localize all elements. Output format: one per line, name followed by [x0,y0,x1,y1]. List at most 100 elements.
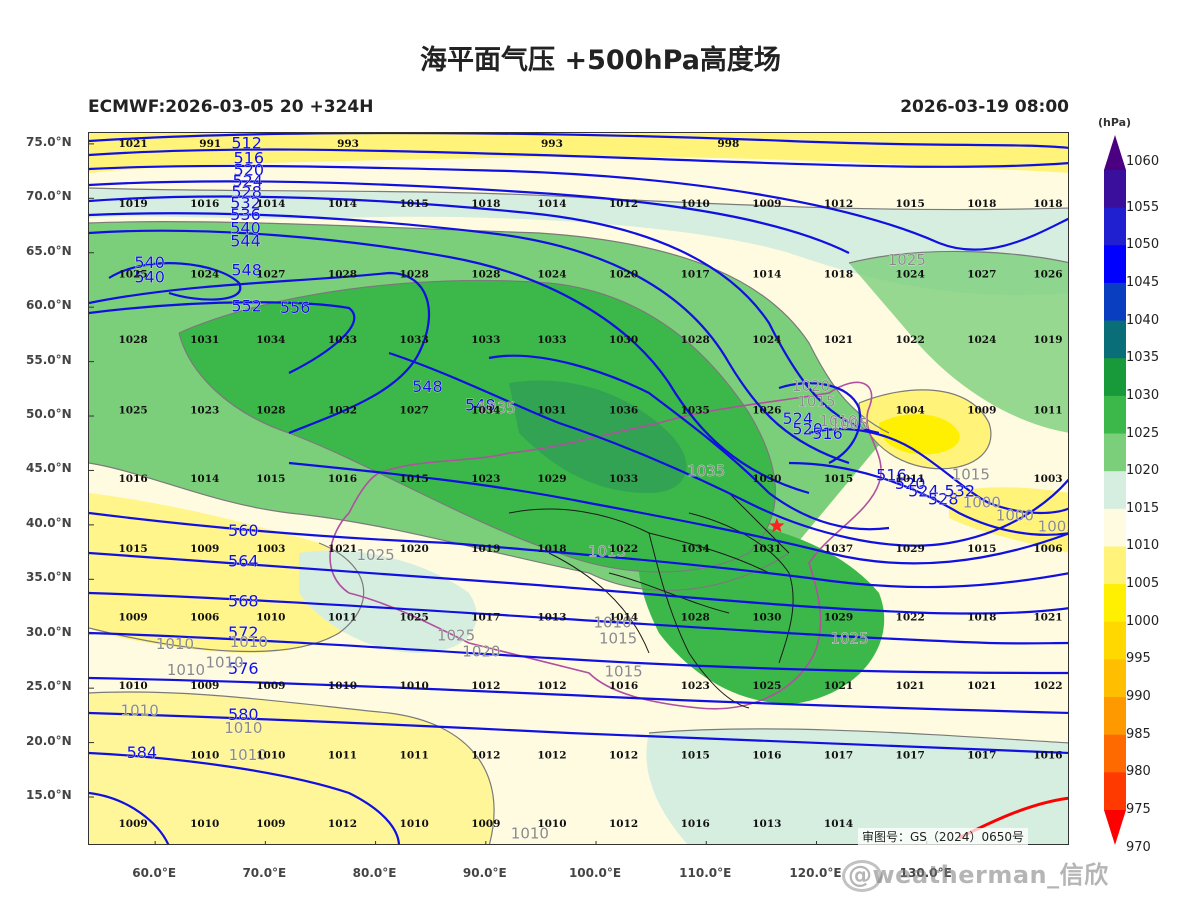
pressure-grid-value: 1014 [609,611,638,623]
height-contour-label: 568 [228,592,259,611]
colorbar-level-label: 980 [1126,764,1151,780]
height-contour-label: 520 [234,161,265,180]
isobar-label: 1010 [511,825,549,843]
colorbar-segment [1104,546,1126,585]
height-contour-label: 516 [876,465,907,484]
lat-tick-label: 25.0°N [26,679,72,694]
pressure-grid-value: 993 [541,138,563,150]
pressure-grid-value: 1029 [824,611,853,623]
colorbar-level-label: 1025 [1126,425,1160,441]
colorbar-segment [1104,584,1126,623]
lat-tick-label: 30.0°N [26,624,72,639]
height-contour-label: 536 [230,205,261,224]
pressure-grid-value: 1011 [328,750,357,762]
pressure-grid-value: 1025 [400,611,429,623]
map-review-number: 审图号：GS（2024）0650号 [858,828,1028,845]
pressure-grid-value: 1012 [471,680,500,692]
lon-tick-label: 100.0°E [568,866,622,880]
colorbar-level-label: 975 [1126,802,1151,817]
height-contour-label: 548 [465,396,496,415]
pressure-grid-value: 1014 [824,818,853,830]
colorbar-segment [1104,245,1126,284]
pressure-grid-value: 1034 [256,334,285,346]
isobar-label: 1000 [963,494,1001,512]
pressure-grid-value: 1015 [681,750,710,762]
colorbar-level-label: 1020 [1126,463,1160,479]
pressure-grid-value: 1022 [1033,680,1062,692]
pressure-grid-value: 1020 [400,543,429,555]
colorbar-level-label: 1060 [1126,154,1160,169]
pressure-grid-value: 1032 [328,405,357,417]
pressure-grid-value: 1009 [118,818,147,830]
pressure-grid-value: 1012 [609,198,638,210]
pressure-grid-value: 1012 [824,198,853,210]
pressure-grid-value: 1021 [328,543,357,555]
pressure-grid-value: 1033 [537,334,566,346]
pressure-grid-value: 1021 [1033,611,1062,623]
pressure-grid-value: 1017 [681,269,710,281]
lon-tick-label: 60.0°E [132,866,177,880]
colorbar-level-label: 1015 [1126,500,1160,516]
pressure-grid-value: 1010 [190,750,219,762]
lon-tick-label: 90.0°E [462,866,507,880]
chart-title: 海平面气压 +500hPa高度场 [420,45,781,76]
weather-map: 512 516 520 524 528 532 536 540 544 548 540 540 552 5… [88,132,1069,845]
fill-1025-region [179,280,776,572]
isobar-label: 1010 [229,746,267,764]
colorbar-level-label: 1030 [1126,387,1160,403]
pressure-grid-value: 1018 [967,198,996,210]
isobar-label: 1015 [604,662,642,680]
pressure-grid-value: 1017 [896,750,925,762]
watermark-text: @weatherman_信欣 [848,861,1109,889]
pressure-grid-value: 1025 [118,405,147,417]
pressure-grid-value: 1024 [752,334,781,346]
lon-tick-label: 70.0°E [242,866,287,880]
isobar-label: 1035 [687,462,725,480]
lat-tick-label: 15.0°N [26,788,72,802]
colorbar-unit: (hPa) [1098,116,1132,129]
fill-1025-south [638,513,885,704]
pressure-grid-value: 1009 [256,818,285,830]
pressure-grid-value: 1009 [471,818,500,830]
pressure-grid-value: 1011 [400,750,429,762]
colorbar-level-label: 1010 [1126,538,1160,554]
pressure-grid-value: 1010 [537,818,566,830]
lat-tick-label: 20.0°N [26,733,72,748]
colorbar-level-label: 1040 [1126,312,1160,328]
pressure-grid-value: 1010 [118,680,147,692]
valid-time: 2026-03-19 08:00 [900,97,1069,117]
pressure-grid-value: 998 [717,138,739,150]
isobar-label: 1000 [996,507,1034,525]
fill-1020-ne [849,251,1068,433]
pressure-grid-value: 1027 [967,269,996,281]
height-contour-label: 516 [812,424,843,443]
pressure-grid-value: 1015 [967,543,996,555]
pressure-grid-value: 1010 [256,611,285,623]
pressure-grid-value: 1006 [1033,543,1062,555]
colorbar-level-label: 990 [1126,689,1151,705]
pressure-grid-value: 1009 [118,611,147,623]
colorbar-level-label: 1000 [1126,613,1160,629]
height-contour-label: 540 [134,267,165,286]
isobar-label: 1025 [437,626,475,644]
colorbar-segment [1104,433,1126,472]
pressure-grid-value: 1028 [256,405,285,417]
height-contours [89,133,1068,844]
pressure-grid-value: 1037 [824,543,853,555]
pressure-grid-value: 1016 [752,750,781,762]
pressure-grid-value: 1015 [256,473,285,485]
lon-tick-label: 120.0°E [789,866,842,880]
colorbar-segment [1104,471,1126,510]
pressure-grid-value: 1028 [400,269,429,281]
isobar-label: 1010 [230,633,268,651]
model-run-info: ECMWF:2026-03-05 20 +324H [88,97,374,117]
height-contour-label: 576 [228,659,259,678]
height-contour-label: 524 [908,482,939,501]
pressure-grid-value: 1024 [190,269,219,281]
colorbar-segment [1104,358,1126,397]
pressure-grid-value: 1021 [896,680,925,692]
pressure-grid-value: 993 [337,138,359,150]
colorbar-segment [1104,170,1126,209]
pressure-grid-value: 1013 [537,611,566,623]
colorbar-segment [1104,772,1126,811]
